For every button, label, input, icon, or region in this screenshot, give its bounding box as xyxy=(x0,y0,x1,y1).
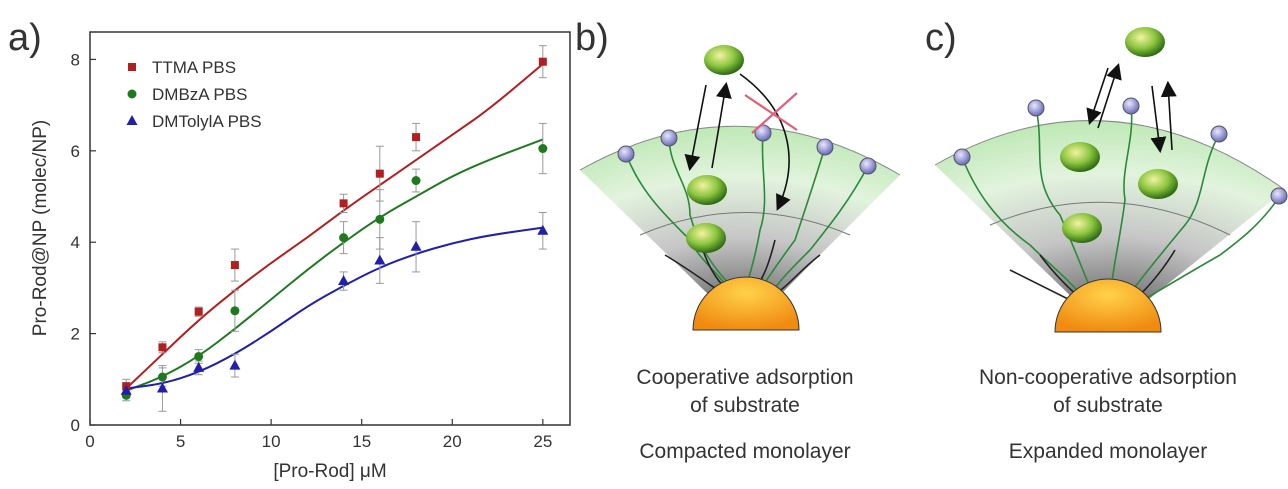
compacted-monolayer-diagram: Cooperative adsorption of substrate Comp… xyxy=(580,45,900,463)
point-dmtolyla-pbs xyxy=(229,360,240,370)
ligand-head xyxy=(954,149,970,165)
ligand-head xyxy=(1211,126,1227,142)
point-ttma-pbs xyxy=(412,133,420,141)
ligand-head xyxy=(618,146,634,162)
caption-c-line1: Non-cooperative adsorption xyxy=(979,366,1237,389)
x-axis-title: [Pro-Rod] μM xyxy=(273,461,386,482)
point-dmbza-pbs xyxy=(339,233,348,242)
legend-marker-dmbza-pbs xyxy=(128,90,137,99)
y-axis: 0 2 4 6 8 xyxy=(71,50,96,435)
point-dmbza-pbs xyxy=(375,215,384,224)
point-ttma-pbs xyxy=(158,343,166,351)
legend: TTMA PBS DMBzA PBS DMTolylA PBS xyxy=(127,58,262,131)
substrate-molecule xyxy=(1062,213,1102,243)
x-tick-label: 15 xyxy=(352,432,371,451)
ligand-head xyxy=(1271,188,1287,204)
substrate-molecule xyxy=(1060,142,1100,172)
substrate-molecule xyxy=(704,45,744,75)
legend-marker-ttma-pbs xyxy=(128,63,136,71)
fit-line-dmtolyla-pbs xyxy=(126,228,543,389)
point-ttma-pbs xyxy=(376,170,384,178)
ligand-head xyxy=(661,130,677,146)
y-tick-label: 6 xyxy=(71,142,80,161)
legend-marker-dmtolyla-pbs xyxy=(127,115,138,125)
chart-area: 0 5 10 15 20 25 0 2 4 6 8 TTMA PBS DMBzA PBS DMToly… xyxy=(30,32,570,482)
caption-b-line1: Cooperative adsorption xyxy=(636,366,853,389)
point-ttma-pbs xyxy=(539,58,547,66)
point-dmbza-pbs xyxy=(412,176,421,185)
substrate-molecule xyxy=(1125,27,1165,57)
ligand-head xyxy=(817,139,833,155)
panel-label-c: c) xyxy=(925,17,957,59)
fit-line-dmbza-pbs xyxy=(126,139,543,390)
x-tick-label: 20 xyxy=(443,432,462,451)
caption-b-line2: of substrate xyxy=(690,394,800,417)
y-tick-label: 0 xyxy=(71,416,80,435)
x-tick-label: 25 xyxy=(533,432,552,451)
point-dmbza-pbs xyxy=(538,144,547,153)
point-dmtolyla-pbs xyxy=(537,225,548,235)
point-ttma-pbs xyxy=(340,199,348,207)
y-tick-label: 2 xyxy=(71,325,80,344)
x-tick-label: 5 xyxy=(176,432,185,451)
point-dmtolyla-pbs xyxy=(338,275,349,285)
legend-label-ttma-pbs: TTMA PBS xyxy=(152,58,236,77)
x-axis: 0 5 10 15 20 25 xyxy=(85,419,552,451)
ligand-head xyxy=(860,158,876,174)
x-tick-label: 0 xyxy=(85,432,94,451)
panel-label-b: b) xyxy=(575,17,609,59)
substrate-molecule xyxy=(687,175,727,205)
x-tick-label: 10 xyxy=(262,432,281,451)
caption-c-line3: Expanded monolayer xyxy=(1009,440,1207,463)
point-ttma-pbs xyxy=(231,261,239,269)
y-axis-title: Pro-Rod@NP (molec/NP) xyxy=(30,120,51,336)
substrate-molecule xyxy=(1138,169,1178,199)
point-ttma-pbs xyxy=(195,308,203,316)
point-dmbza-pbs xyxy=(230,306,239,315)
panel-label-a: a) xyxy=(8,17,42,59)
cross-mark xyxy=(752,93,797,133)
point-dmbza-pbs xyxy=(158,373,167,382)
arrow-up xyxy=(1098,66,1118,128)
caption-c-line2: of substrate xyxy=(1053,394,1163,417)
point-dmtolyla-pbs xyxy=(374,254,385,264)
arrow-down xyxy=(1090,68,1108,122)
legend-label-dmtolyla-pbs: DMTolylA PBS xyxy=(152,112,262,131)
substrate-molecule xyxy=(686,223,726,253)
point-dmtolyla-pbs xyxy=(411,241,422,251)
data-points xyxy=(121,58,549,400)
caption-b-line3: Compacted monolayer xyxy=(639,440,850,463)
y-tick-label: 4 xyxy=(71,233,80,252)
ligand-head xyxy=(1123,98,1139,114)
legend-label-dmbza-pbs: DMBzA PBS xyxy=(152,85,247,104)
ligand-head xyxy=(1028,100,1044,116)
y-tick-label: 8 xyxy=(71,50,80,69)
point-dmbza-pbs xyxy=(194,352,203,361)
expanded-monolayer-diagram: Non-cooperative adsorption of substrate … xyxy=(935,27,1287,463)
